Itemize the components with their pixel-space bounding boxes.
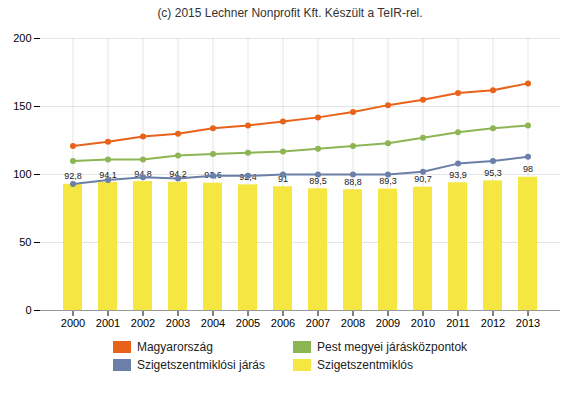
svg-text:88,8: 88,8 bbox=[344, 177, 362, 187]
svg-text:2001: 2001 bbox=[96, 317, 120, 329]
svg-text:92,4: 92,4 bbox=[239, 171, 257, 182]
html-text:Pest megyei járásközpontok: Pest megyei járásközpontok bbox=[317, 340, 468, 354]
svg-text:91: 91 bbox=[278, 173, 288, 184]
svg-text:94,2: 94,2 bbox=[169, 169, 187, 180]
svg-text:2002: 2002 bbox=[131, 317, 155, 329]
svg-text:93,6: 93,6 bbox=[204, 170, 222, 181]
html-text:(c) 2015 Lechner Nonprofit Kft: (c) 2015 Lechner Nonprofit Kft. Készült … bbox=[157, 6, 423, 20]
svg-text:200: 200 bbox=[13, 32, 31, 44]
svg-text:100: 100 bbox=[13, 168, 31, 180]
svg-text:93,9: 93,9 bbox=[449, 170, 467, 180]
svg-text:2009: 2009 bbox=[376, 317, 400, 329]
svg-text:92,8: 92,8 bbox=[64, 171, 82, 181]
svg-text:0: 0 bbox=[25, 304, 31, 316]
svg-text:90,7: 90,7 bbox=[414, 174, 432, 184]
html-text:Szigetszentmiklós: Szigetszentmiklós bbox=[317, 358, 413, 372]
svg-text:94,1: 94,1 bbox=[99, 169, 117, 180]
svg-text:2012: 2012 bbox=[481, 317, 505, 329]
svg-text:2011: 2011 bbox=[446, 317, 470, 329]
svg-text:2010: 2010 bbox=[411, 317, 435, 329]
svg-text:98: 98 bbox=[523, 164, 533, 174]
svg-text:2004: 2004 bbox=[201, 317, 225, 329]
svg-text:150: 150 bbox=[13, 100, 31, 112]
html-text:Szigetszentmiklósi járás: Szigetszentmiklósi járás bbox=[136, 358, 265, 372]
svg-text:2007: 2007 bbox=[306, 317, 330, 329]
svg-text:2013: 2013 bbox=[516, 317, 540, 329]
svg-text:89,3: 89,3 bbox=[379, 176, 397, 186]
svg-text:50: 50 bbox=[19, 236, 31, 248]
svg-text:2005: 2005 bbox=[236, 317, 260, 329]
svg-text:2006: 2006 bbox=[271, 317, 295, 329]
svg-text:2003: 2003 bbox=[166, 317, 190, 329]
svg-text:94,8: 94,8 bbox=[134, 168, 152, 179]
svg-text:95,3: 95,3 bbox=[484, 168, 502, 178]
svg-text:89,5: 89,5 bbox=[309, 175, 327, 186]
html-text:Magyarország: Magyarország bbox=[136, 340, 213, 354]
svg-text:2008: 2008 bbox=[341, 317, 365, 329]
svg-text:2000: 2000 bbox=[61, 317, 85, 329]
